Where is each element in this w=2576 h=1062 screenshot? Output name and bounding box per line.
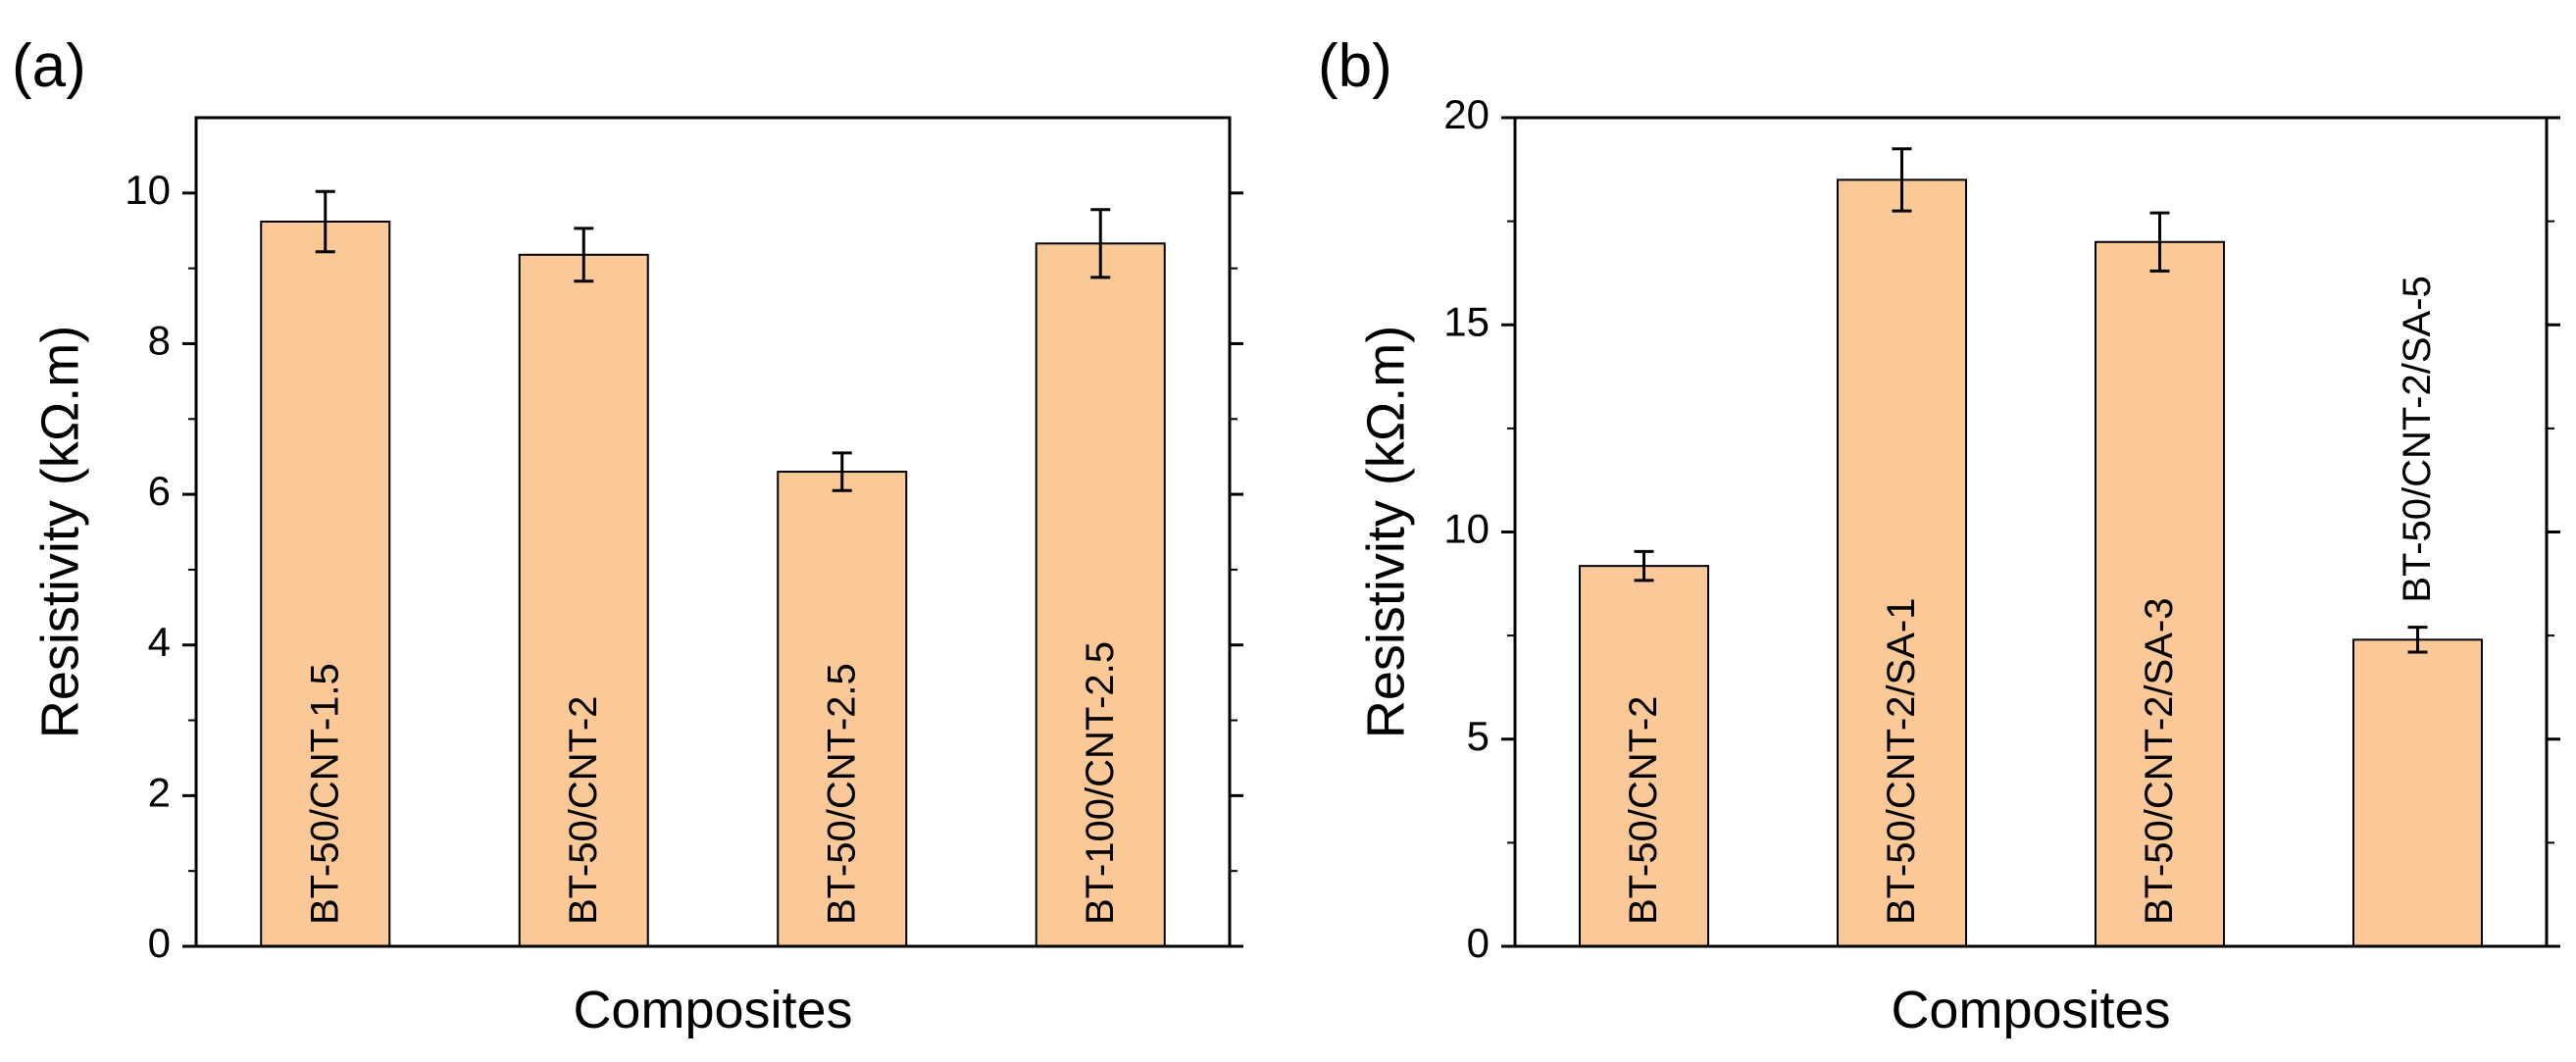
bar-label: BT-50/CNT-2/SA-1 bbox=[1880, 598, 1923, 925]
y-tick-label: 0 bbox=[1467, 920, 1490, 966]
bar-label: BT-50/CNT-2/SA-5 bbox=[2396, 276, 2439, 602]
y-tick-label: 4 bbox=[148, 619, 171, 665]
error-bar bbox=[1634, 549, 1654, 582]
error-bar bbox=[2407, 626, 2428, 654]
panel-a: (a) BT-50/CNT-1.5 BT-50/CNT-2 BT-50/CNT-2.5… bbox=[12, 32, 1243, 1039]
bar bbox=[777, 471, 908, 947]
y-tick-label: 5 bbox=[1467, 713, 1490, 759]
bar bbox=[1837, 178, 1967, 947]
plot-frame bbox=[194, 116, 1232, 948]
bar-label: BT-50/CNT-2.5 bbox=[820, 663, 863, 925]
bar-label: BT-50/CNT-1.5 bbox=[303, 663, 346, 925]
bar bbox=[260, 221, 391, 947]
error-bar bbox=[2149, 211, 2170, 273]
error-bar bbox=[1090, 208, 1111, 279]
y-axis-title: Resistivity (kΩ.m) bbox=[30, 326, 89, 738]
error-bar bbox=[574, 227, 594, 283]
y-tick-label: 2 bbox=[148, 769, 171, 815]
y-tick-label: 20 bbox=[1443, 91, 1490, 137]
panel-label: (a) bbox=[12, 32, 86, 100]
y-tick-label: 0 bbox=[148, 920, 171, 966]
y-tick-label: 15 bbox=[1443, 298, 1490, 344]
error-bar bbox=[315, 189, 335, 254]
bar bbox=[1579, 565, 1709, 948]
error-bar bbox=[1892, 147, 1912, 213]
panel-b: (b) BT-50/CNT-2 BT-50/CNT-2/SA-1 BT-50/CNT-… bbox=[1318, 32, 2560, 1039]
y-tick-label: 8 bbox=[148, 318, 171, 364]
x-axis-title: Composites bbox=[573, 981, 852, 1039]
x-axis-title: Composites bbox=[1891, 981, 2170, 1039]
bar bbox=[2352, 638, 2483, 947]
error-bar bbox=[832, 451, 852, 492]
y-tick-label: 10 bbox=[125, 167, 171, 213]
y-tick-label: 10 bbox=[1443, 506, 1490, 552]
y-axis-title: Resistivity (kΩ.m) bbox=[1356, 326, 1415, 738]
bar-label: BT-50/CNT-2 bbox=[1622, 696, 1665, 925]
y-tick-label: 6 bbox=[148, 468, 171, 514]
bar-label: BT-50/CNT-2/SA-3 bbox=[2138, 598, 2181, 925]
panel-label: (b) bbox=[1318, 32, 1392, 100]
bar-label: BT-100/CNT-2.5 bbox=[1079, 641, 1122, 925]
bar-label: BT-50/CNT-2 bbox=[562, 696, 605, 925]
